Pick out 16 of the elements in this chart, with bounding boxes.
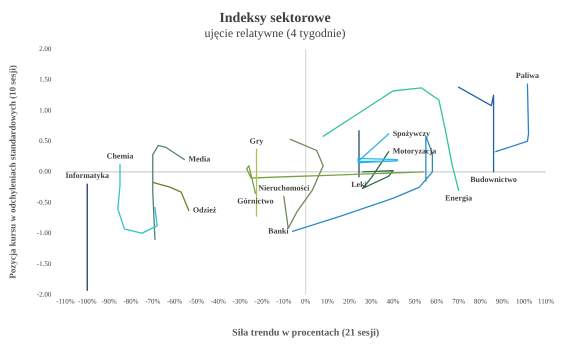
series-label: Media bbox=[188, 154, 210, 164]
series-label: Odzież bbox=[192, 206, 217, 215]
chart-subtitle: ujęcie relatywne (4 tygodnie) bbox=[204, 26, 346, 40]
y-axis-title: Pozycja kursu w odchyleniach standardowych (10 sesji) bbox=[8, 65, 18, 279]
series-label: Chemia bbox=[106, 152, 134, 161]
series-label: Informatyka bbox=[65, 171, 110, 180]
series-label: Banki bbox=[268, 226, 290, 236]
series-label: Leki bbox=[351, 180, 368, 189]
series-label: Gry bbox=[250, 136, 264, 146]
chart-title: Indeksy sektorowe bbox=[219, 11, 331, 26]
series-label: Energia bbox=[445, 193, 472, 202]
series-label: Paliwa bbox=[516, 71, 539, 80]
series-label: Budownictwo bbox=[470, 174, 517, 184]
x-axis-title: Siła trendu w procentach (21 sesji) bbox=[232, 328, 380, 339]
series-label: Spożywczy bbox=[392, 128, 430, 138]
series-label: Nieruchomości bbox=[258, 184, 310, 193]
